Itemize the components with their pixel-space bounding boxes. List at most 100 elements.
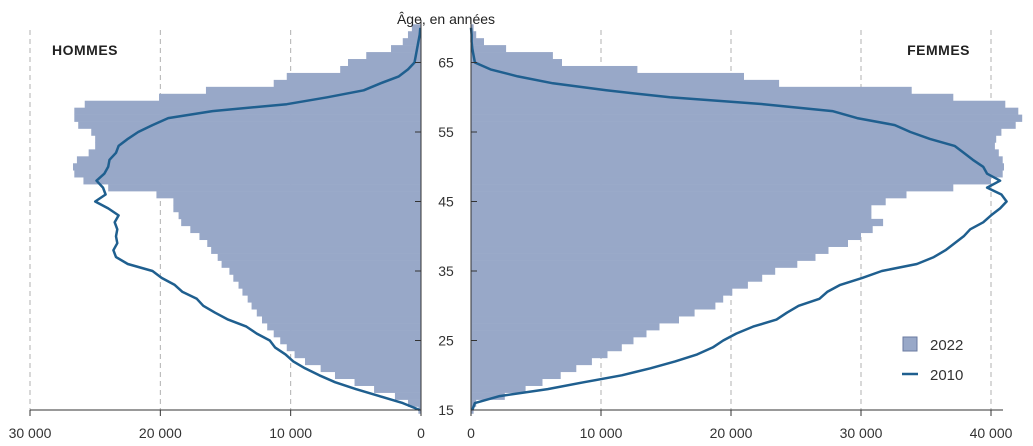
bar-women [471,267,776,275]
bar-men [334,371,421,380]
bar-men [95,142,422,150]
bar-men [256,309,421,317]
bar-men [233,274,421,282]
bar-women [471,170,1003,178]
bar-women [471,316,679,324]
bar-men [273,330,421,338]
bar-men [205,86,421,95]
y-tick-label: 65 [438,55,454,71]
bar-women [471,343,622,352]
bar-women [471,364,577,373]
bar-men [374,385,421,393]
bar-women [471,337,634,345]
bar-women [471,191,907,199]
bar-men [156,191,421,199]
bar-men [83,177,421,185]
legend-swatch-2022 [902,336,918,352]
bar-women [471,177,991,185]
bar-women [471,72,744,81]
bar-women [471,378,543,386]
women-label: FEMMES [907,42,970,58]
bar-women [471,79,780,88]
y-tick-label: 35 [438,263,454,279]
bar-women [471,93,954,102]
bar-men [280,337,421,345]
bar-women [471,385,526,393]
bar-women [471,218,884,227]
bar-men [78,121,422,129]
bar-men [267,323,421,331]
x-tick-label-right: 40 000 [970,425,1013,441]
bar-men [181,218,421,227]
bar-men [211,246,421,254]
bar-men [74,107,422,115]
legend-label-2022: 2022 [930,337,963,354]
bar-women [471,246,829,254]
bar-women [471,59,562,67]
bar-men [354,378,421,386]
bar-men [207,239,421,247]
y-ticks: 15 25 35 45 55 65 [415,55,477,418]
x-tick-label-left: 0 [417,425,425,441]
bar-women [471,204,872,213]
bar-men [91,128,422,136]
bar-men [411,24,421,32]
x-tick-label-left: 30 000 [9,425,52,441]
bar-women [471,357,592,366]
bar-men [229,267,421,275]
bar-women [471,239,848,247]
x-tick-label-right: 20 000 [710,425,753,441]
bar-women [471,156,1003,164]
chart-title: Âge, en années [397,11,495,27]
bar-women [471,392,505,400]
legend: 2022 2010 [902,336,963,384]
bar-men [178,211,421,220]
bar-men [173,204,421,213]
bar-men [221,260,421,268]
bar-women [471,24,474,32]
bar-women [471,163,1004,171]
bar-men [76,156,422,164]
bar-women [471,295,724,303]
lines-2010 [93,27,1008,412]
bar-women [471,323,660,331]
bar-men [247,295,421,303]
men-label: HOMMES [52,42,118,58]
bar-men [74,170,422,178]
bar-women [471,198,886,206]
bar-women [471,86,912,95]
bar-women [471,31,477,39]
bar-women [471,260,798,268]
bar-women [471,350,608,359]
bar-men [340,65,421,74]
line-2010-women [469,27,1008,411]
bar-women [471,309,695,317]
bar-men [305,357,421,366]
bar-women [471,225,873,234]
bar-men [238,281,421,289]
bar-women [471,107,1019,115]
bar-women [471,45,507,53]
bar-men [74,114,422,122]
bar-men [286,72,421,81]
bar-women [471,65,638,74]
bar-men [294,350,421,359]
bar-men [84,100,422,108]
bar-women [471,232,861,241]
bar-men [407,399,421,407]
bar-women [471,128,1002,136]
bar-women [471,135,997,143]
bar-women [471,330,647,338]
bar-women [471,211,872,220]
axes [30,20,1003,411]
bar-men [95,135,422,143]
bar-men [251,302,421,310]
bar-women [471,38,484,46]
bar-women [471,184,954,192]
bar-men [320,364,421,373]
bar-women [471,274,763,282]
bar-women [471,100,1006,108]
bar-women [471,142,995,150]
x-tick-label-right: 10 000 [580,425,623,441]
bar-men [88,149,422,157]
